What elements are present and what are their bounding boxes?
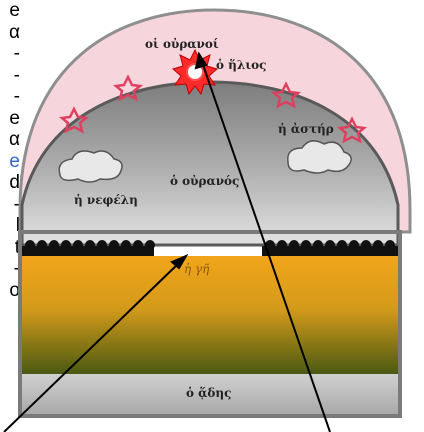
label-star: ἡ ἀστήρ <box>278 122 334 136</box>
cloud-left <box>58 150 123 183</box>
star-icon <box>270 81 302 109</box>
star-icon <box>58 106 90 134</box>
label-sky: ὁ οὐρανός <box>170 174 240 188</box>
star-icon <box>112 74 144 102</box>
side-line: α <box>9 21 20 43</box>
side-line: - <box>13 64 20 86</box>
underworld-layer <box>22 374 398 414</box>
label-heavens: οἱ οὐρανοί <box>145 37 219 51</box>
side-line: t <box>14 236 20 258</box>
wrapped-article-text: e α - - - e α e d - l t - o <box>0 0 20 432</box>
side-line: - <box>13 193 20 215</box>
side-line: d <box>9 172 20 193</box>
cloud-right <box>287 140 352 174</box>
label-sun: ὁ ἥλιος <box>216 58 267 72</box>
label-earth: ἡ γῆ <box>184 262 210 276</box>
side-line: - <box>13 258 20 279</box>
label-cloud: ἡ νεφέλη <box>74 193 138 207</box>
earth-layer <box>22 256 398 374</box>
side-line: o <box>9 279 20 301</box>
star-icon <box>336 116 368 144</box>
side-line: l <box>15 215 20 236</box>
side-line: e <box>9 0 20 21</box>
diagram-frame <box>18 230 402 418</box>
side-line: e <box>9 107 20 129</box>
side-line: - <box>13 86 20 107</box>
side-line: - <box>13 43 20 64</box>
arrows <box>3 51 331 432</box>
label-hades: ὁ ᾅδης <box>186 386 232 400</box>
ground-surface <box>22 240 398 256</box>
side-link[interactable]: e <box>9 150 20 172</box>
side-line: α <box>9 129 20 150</box>
